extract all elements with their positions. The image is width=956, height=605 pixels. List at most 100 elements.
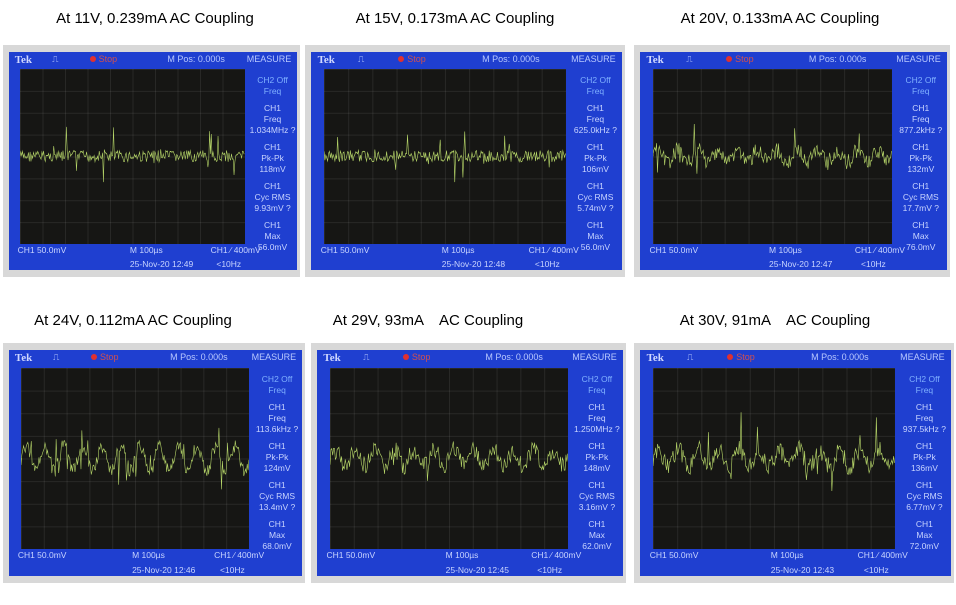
- measure-m5[interactable]: CH1 Max 56.0mV: [248, 220, 297, 253]
- datetime: 25-Nov-20 12:43: [770, 564, 835, 575]
- measure-m5[interactable]: CH1 Max 62.0mV: [571, 519, 623, 552]
- graticule: [20, 69, 246, 244]
- measure-sidebar: CH2 Off Freq CH1 Freq 1.034MHz ? CH1 Pk-Pk 118m…: [248, 69, 297, 252]
- measure-line: Freq: [915, 413, 934, 424]
- status-bar: Tek ⎍ Stop M Pos: 0.000s MEASURE: [640, 350, 950, 368]
- measure-line: Pk-Pk: [909, 153, 933, 164]
- measure-line: CH1: [915, 519, 933, 530]
- graticule: [652, 368, 895, 549]
- measure-menu-title[interactable]: MEASURE: [896, 53, 941, 64]
- measure-line: CH1: [264, 181, 282, 192]
- status-bar: Tek ⎍ Stop M Pos: 0.000s MEASURE: [311, 52, 621, 69]
- measure-m3[interactable]: CH1 Pk-Pk 118mV: [248, 142, 297, 175]
- measure-m4[interactable]: CH1 Cyc RMS 13.4mV ?: [252, 480, 302, 513]
- measure-m3[interactable]: CH1 Pk-Pk 124mV: [252, 441, 302, 474]
- measure-m4[interactable]: CH1 Cyc RMS 5.74mV ?: [569, 181, 622, 214]
- stop-indicator-icon: [398, 55, 405, 62]
- measure-line: 148mV: [583, 463, 611, 474]
- bottom-status-bar: CH1 50.0mV M 100µs 25-Nov-20 12:45 CH1 ∕…: [317, 549, 623, 576]
- measure-line: CH1: [912, 181, 930, 192]
- datetime: 25-Nov-20 12:48: [441, 259, 506, 270]
- graticule: [20, 368, 250, 549]
- measure-line: CH1: [268, 402, 286, 413]
- measure-line: 5.74mV ?: [577, 203, 614, 214]
- measure-m5[interactable]: CH1 Max 56.0mV: [569, 220, 622, 253]
- measure-line: Max: [587, 231, 604, 242]
- measure-m2[interactable]: CH1 Freq 625.0kHz ?: [569, 103, 622, 136]
- trigger-level: CH1 ∕ 400mV: [857, 549, 908, 560]
- measure-m2[interactable]: CH1 Freq 1.250MHz ?: [571, 402, 623, 435]
- measure-line: Cyc RMS: [906, 491, 943, 502]
- measure-m3[interactable]: CH1 Pk-Pk 136mV: [898, 441, 951, 474]
- measure-m1[interactable]: CH2 Off Freq: [252, 374, 302, 396]
- measure-m2[interactable]: CH1 Freq 113.6kHz ?: [252, 402, 302, 435]
- measure-m2[interactable]: CH1 Freq 877.2kHz ?: [895, 103, 947, 136]
- measure-sidebar: CH2 Off Freq CH1 Freq 937.5kHz ? CH1 Pk-Pk 136m…: [898, 368, 951, 553]
- ch1-trace: [329, 441, 568, 482]
- trigger-level: CH1 ∕ 400mV: [528, 244, 579, 255]
- measure-menu-title[interactable]: MEASURE: [572, 352, 617, 363]
- bottom-status-bar: CH1 50.0mV M 100µs 25-Nov-20 12:46 CH1 ∕…: [9, 549, 302, 576]
- channel-scale: CH1 50.0mV: [649, 244, 699, 255]
- measure-line: Cyc RMS: [902, 192, 939, 203]
- measure-m4[interactable]: CH1 Cyc RMS 17.7mV ?: [895, 181, 947, 214]
- measure-line: Max: [264, 231, 281, 242]
- measure-m3[interactable]: CH1 Pk-Pk 106mV: [569, 142, 622, 175]
- trigger-edge-icon: ⎍: [52, 53, 59, 64]
- brand-logo: Tek: [317, 53, 335, 66]
- channel-scale: CH1 50.0mV: [17, 244, 67, 255]
- ch1-trace: [323, 131, 566, 183]
- measure-m2[interactable]: CH1 Freq 1.034MHz ?: [248, 103, 297, 136]
- ch1-trace: [652, 412, 895, 492]
- measure-m3[interactable]: CH1 Pk-Pk 148mV: [571, 441, 623, 474]
- measure-line: Pk-Pk: [265, 452, 289, 463]
- horizontal-position: M Pos: 0.000s: [808, 53, 867, 64]
- measure-line: Pk-Pk: [585, 452, 609, 463]
- measure-line: CH1: [588, 480, 606, 491]
- panel-caption: At 24V, 0.112mA AC Coupling: [34, 312, 232, 329]
- measure-m1[interactable]: CH2 Off Freq: [895, 75, 947, 97]
- panel-caption: At 11V, 0.239mA AC Coupling: [56, 10, 254, 27]
- measure-line: 136mV: [910, 463, 938, 474]
- channel-scale: CH1 50.0mV: [326, 549, 376, 560]
- measure-m4[interactable]: CH1 Cyc RMS 3.16mV ?: [571, 480, 623, 513]
- measure-line: Pk-Pk: [261, 153, 284, 164]
- channel-scale: CH1 50.0mV: [17, 549, 67, 560]
- panel-caption: At 20V, 0.133mA AC Coupling: [680, 10, 880, 27]
- trigger-level: CH1 ∕ 400mV: [854, 244, 905, 255]
- measure-m2[interactable]: CH1 Freq 937.5kHz ?: [898, 402, 951, 435]
- horizontal-position: M Pos: 0.000s: [167, 53, 225, 64]
- measure-menu-title[interactable]: MEASURE: [900, 352, 945, 363]
- measure-m4[interactable]: CH1 Cyc RMS 9.93mV ?: [248, 181, 297, 214]
- measure-menu-title[interactable]: MEASURE: [571, 53, 616, 64]
- datetime: 25-Nov-20 12:46: [132, 564, 196, 575]
- measure-line: CH1: [915, 402, 933, 413]
- measure-line: Freq: [263, 114, 282, 125]
- bottom-status-bar: CH1 50.0mV M 100µs 25-Nov-20 12:43 CH1 ∕…: [640, 549, 950, 576]
- measure-line: CH1: [588, 441, 606, 452]
- brand-logo: Tek: [646, 53, 664, 66]
- measure-m5[interactable]: CH1 Max 68.0mV: [252, 519, 302, 552]
- measure-m5[interactable]: CH1 Max 76.0mV: [895, 220, 947, 253]
- brand-logo: Tek: [14, 352, 33, 365]
- measure-menu-title[interactable]: MEASURE: [251, 352, 297, 363]
- run-state: Stop: [726, 54, 754, 64]
- measure-menu-title[interactable]: MEASURE: [246, 53, 292, 64]
- stop-indicator-icon: [726, 55, 733, 62]
- measure-m5[interactable]: CH1 Max 72.0mV: [898, 519, 951, 552]
- panel-caption: At 15V, 0.173mA AC Coupling: [355, 10, 555, 27]
- measure-line: CH2 Off: [581, 374, 613, 385]
- measure-m4[interactable]: CH1 Cyc RMS 6.77mV ?: [898, 480, 951, 513]
- channel-scale: CH1 50.0mV: [649, 549, 699, 560]
- oscilloscope-panel: Tek ⎍ Stop M Pos: 0.000s MEASURE CH2 Off…: [3, 343, 305, 583]
- measure-line: CH1: [268, 519, 286, 530]
- horizontal-position: M Pos: 0.000s: [170, 352, 228, 363]
- measure-m1[interactable]: CH2 Off Freq: [569, 75, 622, 97]
- measure-m1[interactable]: CH2 Off Freq: [571, 374, 623, 396]
- measure-line: Freq: [586, 86, 605, 97]
- measure-m1[interactable]: CH2 Off Freq: [898, 374, 951, 396]
- measure-m1[interactable]: CH2 Off Freq: [248, 75, 297, 97]
- graticule: [329, 368, 568, 549]
- status-bar: Tek ⎍ Stop M Pos: 0.000s MEASURE: [9, 52, 297, 69]
- measure-m3[interactable]: CH1 Pk-Pk 132mV: [895, 142, 947, 175]
